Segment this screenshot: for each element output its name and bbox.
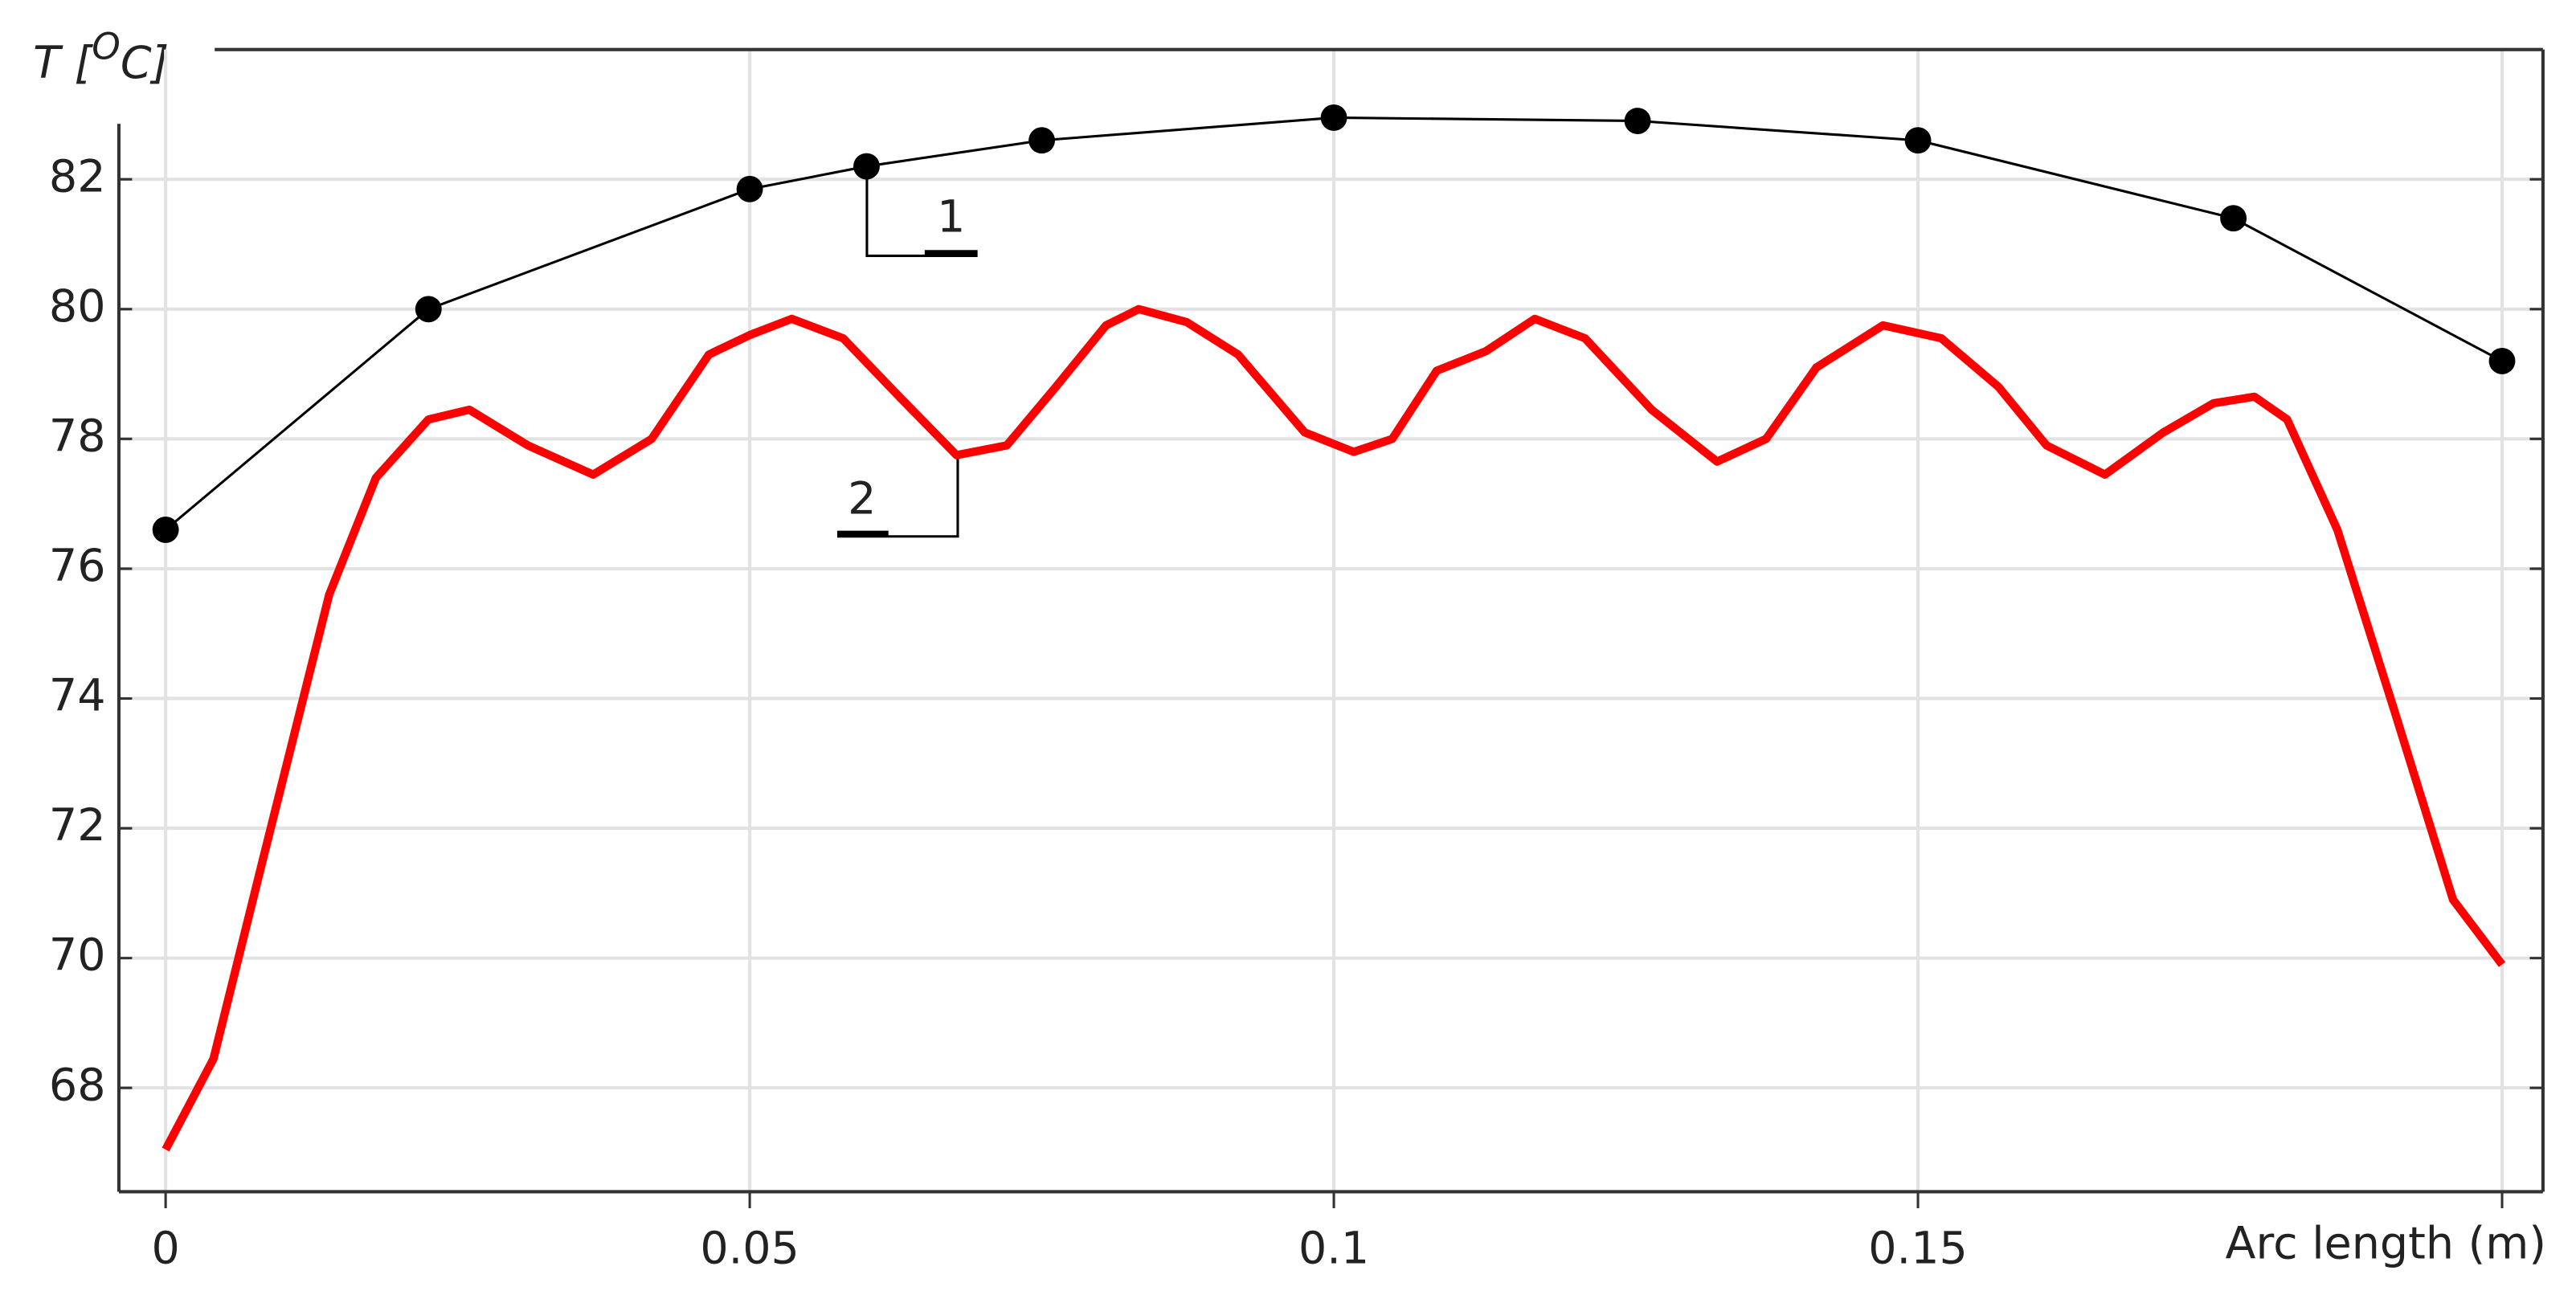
y-tick-label: 68 xyxy=(49,1060,106,1111)
annotation-leader xyxy=(865,165,978,258)
x-axis-label: Arc length (m) xyxy=(2226,1218,2546,1269)
x-tick-label: 0 xyxy=(151,1223,179,1275)
marker xyxy=(415,296,442,323)
annotation: 1 xyxy=(937,191,965,243)
series-line xyxy=(162,304,2506,1152)
series-line xyxy=(165,116,2503,531)
y-tick-label: 72 xyxy=(49,800,106,852)
x-tick-label: 0.05 xyxy=(700,1223,799,1275)
y-tick-label: 82 xyxy=(49,151,106,202)
annotation-leader xyxy=(836,459,959,538)
y-tick-label: 76 xyxy=(49,541,106,592)
y-tick-label: 78 xyxy=(49,411,106,462)
marker xyxy=(152,517,179,543)
y-tick-label: 74 xyxy=(49,671,106,722)
x-tick-label: 0.1 xyxy=(1298,1223,1369,1275)
y-tick-label: 80 xyxy=(49,281,106,333)
marker xyxy=(2488,347,2516,374)
y-axis-label: T [OC] xyxy=(33,26,169,90)
y-tick-label: 70 xyxy=(49,930,106,982)
marker xyxy=(736,175,763,202)
marker xyxy=(1320,104,1347,131)
marker xyxy=(2220,205,2247,232)
marker xyxy=(1904,127,1932,154)
marker xyxy=(1624,108,1651,134)
annotation: 2 xyxy=(848,474,876,525)
x-tick-label: 0.15 xyxy=(1868,1223,1968,1275)
marker xyxy=(1028,127,1056,154)
